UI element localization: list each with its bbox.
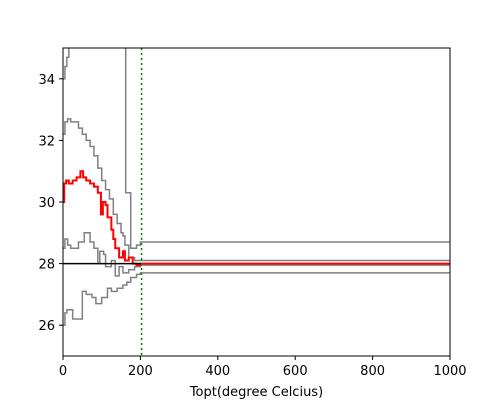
series-line-red-5 <box>63 170 450 267</box>
y-tick-label: 34 <box>38 73 55 88</box>
series-layer <box>63 48 450 326</box>
x-tick-label: 200 <box>128 364 153 379</box>
y-tick-label: 28 <box>38 258 55 273</box>
x-tick-label: 0 <box>59 364 67 379</box>
y-tick-label: 32 <box>38 134 55 149</box>
series-line-gray-2 <box>63 232 450 277</box>
x-tick-label: 800 <box>360 364 385 379</box>
x-axis-title: Topt(degree Celcius) <box>189 385 323 400</box>
x-tick-label: 400 <box>205 364 230 379</box>
series-line-gray-3 <box>63 118 450 262</box>
x-tick-label: 600 <box>283 364 308 379</box>
series-line-gray-4 <box>124 48 450 249</box>
series-line-gray-1 <box>63 272 450 326</box>
y-tick-label: 30 <box>38 196 55 211</box>
y-tick-label: 26 <box>38 319 55 334</box>
axes: 0 200 400 600 800 1000 26 28 30 32 34 <box>38 73 466 379</box>
series-line-gray-0 <box>63 48 70 80</box>
x-tick-label: 1000 <box>433 364 466 379</box>
reference-lines <box>63 48 143 356</box>
